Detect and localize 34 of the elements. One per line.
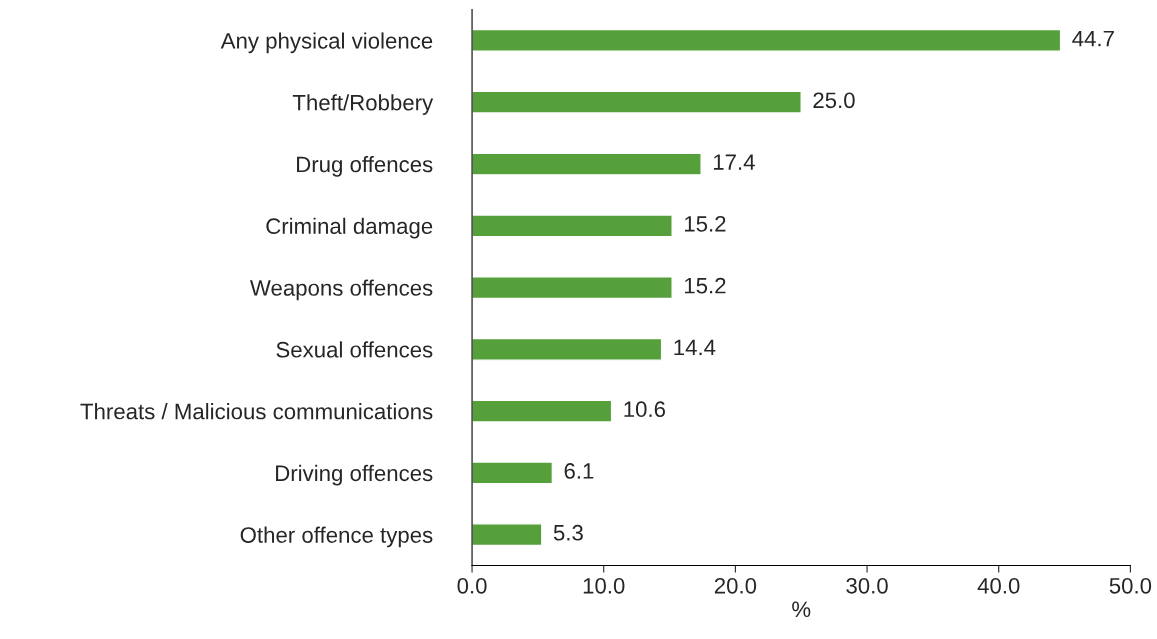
data-label: 15.2 bbox=[684, 277, 726, 294]
data-label: 25.0 bbox=[813, 92, 855, 109]
y-tick-label: Threats / Malicious communications bbox=[80, 403, 433, 420]
data-label: 14.4 bbox=[674, 339, 716, 356]
x-tick-label: 20.0 bbox=[714, 577, 757, 594]
bar bbox=[472, 28, 1062, 52]
data-label: 17.4 bbox=[713, 154, 755, 170]
y-tick-label: Theft/Robbery bbox=[292, 94, 434, 115]
data-label: 15.2 bbox=[684, 216, 726, 232]
x-tick-label: 0.0 bbox=[457, 577, 487, 594]
y-tick-label: Sexual offences bbox=[276, 341, 433, 358]
x-tick-label: 50.0 bbox=[1109, 577, 1152, 594]
x-axis-title: % bbox=[792, 601, 811, 618]
data-label: 5.3 bbox=[553, 524, 583, 541]
y-tick-label: Criminal damage bbox=[266, 217, 433, 239]
y-tick-label: Drug offences bbox=[297, 155, 433, 177]
data-label: 6.1 bbox=[564, 463, 594, 479]
y-tick-label: Any physical violence bbox=[220, 32, 433, 54]
y-tick-label: Driving offences bbox=[276, 464, 433, 486]
bar bbox=[472, 523, 543, 547]
bar bbox=[472, 90, 802, 114]
y-tick-label: Weapons offences bbox=[249, 279, 433, 301]
bar bbox=[472, 152, 702, 176]
bar bbox=[472, 337, 663, 361]
data-label: 44.7 bbox=[1072, 30, 1114, 47]
bar bbox=[472, 276, 673, 300]
x-tick-label: 30.0 bbox=[846, 577, 888, 594]
data-label: 10.6 bbox=[624, 401, 666, 418]
y-tick-label: Other offence types bbox=[240, 526, 433, 548]
bar bbox=[472, 461, 554, 485]
bar bbox=[472, 214, 673, 238]
x-tick-label: 40.0 bbox=[977, 577, 1020, 594]
x-tick-label: 10.0 bbox=[583, 577, 625, 594]
bar bbox=[472, 399, 613, 423]
